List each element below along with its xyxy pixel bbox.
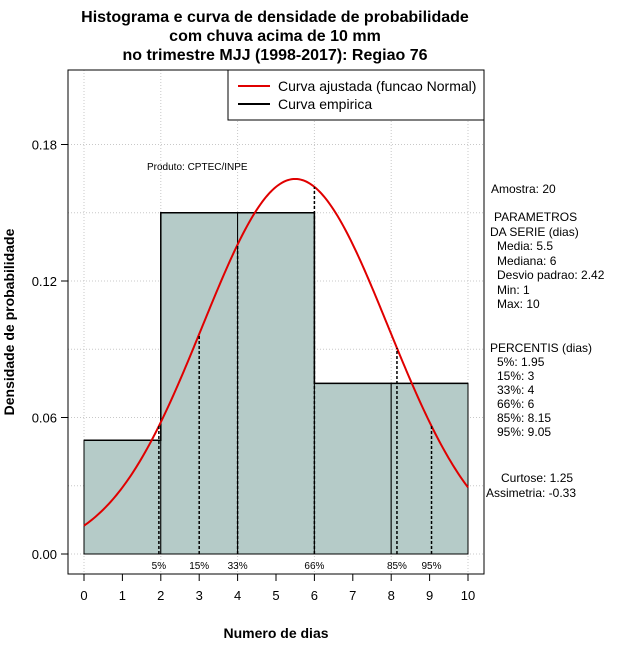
stat-p5: 5%: 1.95 [497, 355, 545, 369]
x-tick-label: 2 [157, 588, 164, 603]
y-axis-title: Densidade de probabilidade [1, 228, 17, 415]
x-tick-label: 6 [311, 588, 318, 603]
percentile-markers: 5% 15% 33% 66% 85% 95% [152, 186, 442, 572]
stat-p95: 95%: 9.05 [497, 425, 551, 439]
x-tick-label: 5 [272, 588, 279, 603]
percentile-label-1: 15% [189, 561, 209, 572]
stat-curtose: Curtose: 1.25 [501, 471, 573, 485]
chart-title-line-1: Histograma e curva de densidade de proba… [81, 9, 469, 26]
stat-p15: 15%: 3 [497, 369, 535, 383]
legend-fitted-label: Curva ajustada (funcao Normal) [278, 78, 476, 94]
x-tick-label: 10 [461, 588, 475, 603]
legend-box [227, 69, 485, 121]
histogram-bar-0 [83, 439, 162, 555]
y-tick-label: 0.00 [32, 547, 57, 562]
credit-text: Produto: CPTEC/INPE [147, 162, 248, 173]
stat-param-title-2: DA SERIE (dias) [490, 225, 579, 239]
stat-min: Min: 1 [497, 283, 530, 297]
x-axis: 0 1 2 3 4 5 6 7 8 9 10 [80, 574, 475, 603]
stat-amostra: Amostra: 20 [491, 182, 556, 196]
stat-param-title-1: PARAMETROS [494, 210, 577, 224]
chart-title-line-2: com chuva acima de 10 mm [169, 28, 381, 45]
percentile-label-0: 5% [152, 561, 167, 572]
y-tick-label: 0.12 [32, 274, 57, 289]
percentile-label-2: 33% [228, 561, 248, 572]
histogram-bar-3 [313, 382, 392, 555]
stat-p66: 66%: 6 [497, 397, 535, 411]
series-stats: Amostra: 20 PARAMETROS DA SERIE (dias) M… [486, 182, 605, 500]
histogram-bar-4 [390, 382, 469, 555]
x-tick-label: 8 [388, 588, 395, 603]
y-axis: 0.00 0.06 0.12 0.18 [32, 138, 68, 562]
x-tick-label: 9 [426, 588, 433, 603]
histogram-bar-2 [237, 212, 315, 555]
stat-perc-title: PERCENTIS (dias) [490, 341, 592, 355]
legend-empirical-label: Curva empirica [278, 96, 372, 112]
stat-p33: 33%: 4 [497, 383, 535, 397]
y-tick-label: 0.06 [32, 411, 57, 426]
percentile-label-5: 95% [422, 561, 442, 572]
empirical-curve-line [84, 212, 468, 441]
stat-assimetria: Assimetria: -0.33 [486, 486, 576, 500]
y-tick-label: 0.18 [32, 138, 57, 153]
x-tick-label: 7 [349, 588, 356, 603]
stat-mediana: Mediana: 6 [497, 254, 557, 268]
x-tick-label: 0 [80, 588, 87, 603]
legend: Curva ajustada (funcao Normal) Curva emp… [227, 69, 485, 121]
x-tick-label: 3 [196, 588, 203, 603]
percentile-label-3: 66% [304, 561, 324, 572]
stat-p85: 85%: 8.15 [497, 411, 551, 425]
percentile-label-4: 85% [387, 561, 407, 572]
x-axis-title: Numero de dias [223, 625, 328, 641]
x-tick-label: 4 [234, 588, 241, 603]
stat-max: Max: 10 [497, 297, 540, 311]
empirical-curve [84, 212, 468, 441]
stat-media: Media: 5.5 [497, 239, 553, 253]
stat-desvio: Desvio padrao: 2.42 [497, 268, 605, 282]
chart-title-line-3: no trimestre MJJ (1998-2017): Regiao 76 [122, 47, 427, 64]
x-tick-label: 1 [119, 588, 126, 603]
fitted-normal-curve [83, 177, 469, 527]
